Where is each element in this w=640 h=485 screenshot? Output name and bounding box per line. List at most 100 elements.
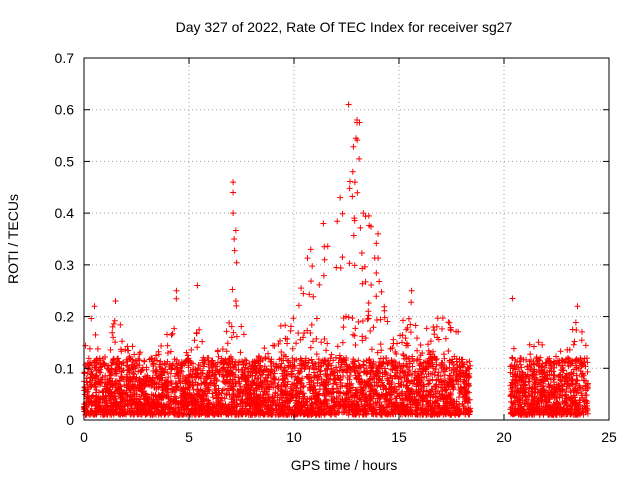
data-point	[180, 385, 187, 392]
data-point	[330, 403, 337, 410]
data-point	[148, 391, 155, 398]
data-point	[435, 408, 442, 415]
data-point	[227, 383, 234, 390]
data-point	[93, 356, 100, 363]
data-points	[81, 101, 591, 418]
data-point	[403, 340, 410, 347]
data-point	[108, 390, 115, 397]
data-point	[400, 396, 407, 403]
data-point	[579, 385, 586, 392]
data-point	[255, 353, 262, 360]
data-point	[464, 400, 471, 407]
data-point	[265, 350, 272, 357]
data-point	[461, 374, 468, 381]
data-point	[339, 210, 346, 217]
data-point	[351, 262, 358, 269]
data-point	[272, 389, 279, 396]
data-point	[509, 295, 516, 302]
data-point	[448, 411, 455, 418]
data-point	[253, 410, 260, 417]
data-point	[325, 403, 332, 410]
data-point	[553, 401, 560, 408]
data-point	[137, 349, 144, 356]
data-point	[123, 356, 130, 363]
data-point	[393, 350, 400, 357]
data-point	[88, 394, 95, 401]
data-point	[526, 366, 533, 373]
data-point	[257, 355, 264, 362]
data-point	[381, 398, 388, 405]
data-point	[367, 327, 374, 334]
data-point	[134, 404, 141, 411]
data-point	[370, 324, 377, 331]
data-point	[179, 392, 186, 399]
data-point	[333, 364, 340, 371]
data-point	[407, 401, 414, 408]
data-point	[547, 359, 554, 366]
data-point	[366, 396, 373, 403]
data-point	[94, 345, 101, 352]
data-point	[340, 372, 347, 379]
data-point	[307, 330, 314, 337]
data-point	[220, 357, 227, 364]
data-point	[273, 365, 280, 371]
data-point	[173, 295, 180, 302]
data-point	[446, 378, 453, 385]
data-point	[122, 346, 129, 353]
data-point	[375, 230, 381, 237]
data-point	[274, 392, 281, 399]
data-point	[270, 375, 277, 382]
data-point	[337, 383, 344, 390]
data-point	[531, 371, 538, 378]
data-point	[254, 398, 261, 405]
data-point	[173, 287, 180, 294]
data-point	[297, 379, 304, 386]
data-point	[195, 361, 202, 368]
data-point	[168, 381, 175, 388]
data-point	[432, 366, 439, 373]
data-point	[289, 408, 296, 415]
data-point	[413, 407, 420, 414]
data-point	[374, 373, 381, 380]
data-point	[507, 363, 514, 370]
data-point	[328, 351, 335, 358]
data-point	[428, 386, 435, 393]
data-point	[141, 378, 148, 385]
data-point	[161, 360, 168, 367]
data-point	[432, 383, 439, 390]
data-point	[160, 369, 167, 376]
data-point	[302, 398, 309, 405]
data-point	[299, 375, 306, 382]
data-point	[106, 397, 113, 404]
data-point	[336, 352, 343, 359]
data-point	[134, 360, 141, 367]
data-point	[388, 366, 395, 373]
data-point	[540, 382, 547, 389]
data-point	[342, 398, 349, 405]
data-point	[396, 392, 403, 399]
data-point	[368, 346, 375, 353]
data-point	[527, 401, 534, 408]
data-point	[522, 371, 529, 378]
data-point	[243, 360, 250, 367]
data-point	[531, 361, 538, 368]
data-point	[377, 341, 384, 348]
data-point	[318, 401, 325, 408]
data-point	[191, 405, 198, 412]
data-point	[331, 403, 338, 410]
data-point	[226, 319, 233, 326]
data-point	[284, 336, 291, 343]
data-point	[279, 401, 286, 408]
data-point	[300, 395, 307, 402]
data-point	[564, 380, 571, 387]
data-point	[353, 375, 360, 382]
data-point	[167, 398, 174, 405]
data-point	[257, 393, 264, 400]
data-point	[437, 384, 444, 391]
data-point	[533, 355, 540, 362]
data-point	[318, 376, 325, 383]
data-point	[83, 363, 90, 370]
data-point	[296, 393, 303, 400]
